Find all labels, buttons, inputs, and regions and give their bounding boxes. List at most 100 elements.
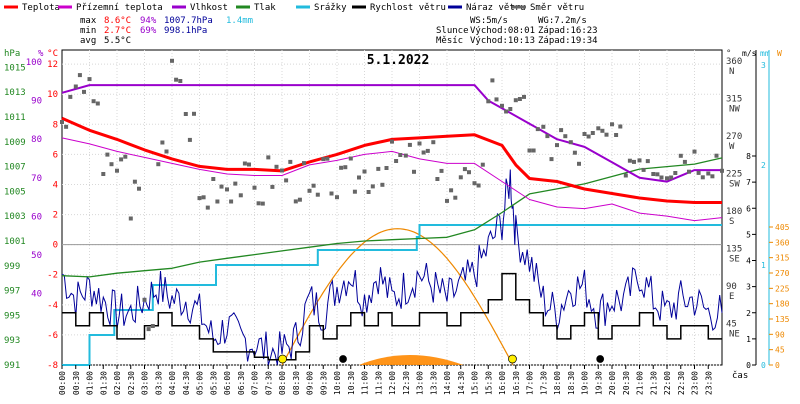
axis-x-tick: 03:30 [154, 371, 163, 395]
stats-min-label: min [80, 26, 96, 36]
wind-direction-point [335, 195, 339, 200]
axis-hpa-tick: 1005 [4, 187, 26, 197]
wind-direction-point [370, 184, 375, 189]
wind-direction-point [119, 157, 124, 162]
stats-max-label: max [80, 16, 97, 26]
axis-ms-tick: 7 [746, 178, 751, 187]
axis-x-tick: 00:30 [72, 371, 81, 395]
axis-pct-tick: 100 [26, 58, 42, 68]
wind-direction-point [403, 153, 408, 158]
wind-direction-point [710, 174, 715, 179]
axis-dir-label: N [729, 67, 734, 77]
axis-pct-unit: % [38, 49, 44, 59]
axis-dir-tick: 270 [726, 132, 742, 142]
series-precipitation [62, 224, 722, 366]
axis-hpa-tick: 999 [4, 262, 20, 272]
wind-direction-point [545, 134, 550, 139]
wind-direction-point [627, 158, 632, 163]
wind-direction-point [123, 154, 128, 159]
wind-direction-point [229, 199, 234, 204]
axis-x-tick: 07:00 [251, 371, 260, 395]
series-layer [60, 58, 724, 366]
event-moonrise [339, 355, 347, 363]
legend-label: Přízemní teplota [76, 3, 163, 13]
axis-temp-tick: 8 [53, 120, 58, 130]
wind-direction-point [678, 153, 683, 158]
stats-press-max: 1007.7hPa [164, 16, 213, 26]
wind-direction-point [687, 169, 691, 174]
axis-dir-label: NW [729, 105, 740, 115]
wind-direction-point [596, 126, 601, 131]
stats-hum-min: 69% [140, 26, 157, 36]
axis-hpa-tick: 991 [4, 361, 20, 371]
wind-direction-point [490, 78, 495, 83]
wind-direction-point [288, 159, 293, 164]
axis-dir-tick: 180 [726, 207, 742, 217]
axis-x-tick: 18:00 [553, 371, 562, 395]
axis-x-tick: 16:00 [498, 371, 507, 395]
wind-direction-point [513, 98, 518, 103]
stats-press-min: 998.1hPa [164, 26, 207, 36]
axis-x-tick: 06:00 [223, 371, 232, 395]
axis-w-tick: 270 [775, 269, 790, 278]
axis-x-tick: 05:00 [196, 371, 205, 395]
axis-ms-tick: 1 [746, 335, 751, 344]
axis-ms-tick: 2 [746, 309, 751, 318]
wind-direction-point [302, 161, 306, 166]
axis-w-tick: 360 [775, 238, 790, 247]
header: 5.1.2022 max min avg 8.6°C 2.7°C 5.5°C 9… [80, 16, 598, 68]
wind-direction-point [164, 149, 169, 154]
wind-direction-point [604, 132, 609, 137]
axis-mm-tick: 0 [761, 361, 766, 370]
wind-direction-point [568, 140, 573, 145]
wind-direction-point [462, 167, 467, 172]
wind-direction-point [366, 190, 371, 194]
wind-direction-point [146, 327, 151, 332]
astro-sun-set: Západ:16:23 [538, 26, 598, 36]
wind-direction-point [421, 150, 426, 155]
axis-temp-tick: 2 [53, 211, 58, 221]
event-sunset [508, 354, 517, 364]
wind-direction-point [412, 169, 416, 174]
astro-ws: WS:5m/s [470, 16, 508, 26]
axis-x-tick: 10:30 [347, 371, 356, 395]
axis-x-tick: 22:00 [663, 371, 672, 395]
wind-direction-point [582, 132, 587, 136]
axis-x-tick: 23:30 [704, 371, 713, 395]
wind-direction-point [192, 111, 196, 116]
axis-hpa-tick: 1009 [4, 138, 26, 148]
axis-temp-unit: °C [47, 49, 58, 59]
wind-direction-point [549, 157, 554, 162]
wind-direction-point [508, 107, 513, 111]
wind-direction-point [453, 195, 458, 200]
wind-direction-point [77, 73, 82, 78]
axis-dir-tick: 225 [726, 170, 742, 180]
astro-sun-label: Slunce [436, 26, 469, 36]
wind-direction-point [357, 175, 361, 180]
axis-mm-tick: 3 [761, 61, 766, 70]
axis-hpa-tick: 993 [4, 336, 20, 346]
series-temperature [61, 116, 722, 204]
wind-direction-point [325, 156, 330, 161]
wind-direction-point [82, 89, 86, 94]
wind-direction-point [458, 175, 463, 180]
axis-dir-unit: ° [726, 49, 731, 59]
axis-x-tick: 19:30 [594, 371, 603, 395]
wind-direction-point [618, 124, 623, 129]
wind-direction-point [431, 140, 436, 145]
axis-x-tick: 20:00 [608, 371, 617, 395]
axis-temp-tick: -8 [47, 361, 58, 371]
axis-dir-tick: 360 [726, 57, 742, 67]
axis-x-tick: 11:00 [361, 371, 370, 395]
axis-x-tick: 17:30 [539, 371, 548, 395]
axis-x-tick: 04:30 [182, 371, 191, 395]
axis-w-unit: W [777, 49, 782, 58]
wind-direction-point [238, 193, 243, 198]
wind-direction-point [293, 199, 298, 204]
wind-direction-point [486, 99, 491, 104]
wind-direction-point [156, 162, 161, 167]
axis-hpa-tick: 995 [4, 311, 20, 321]
wind-direction-point [472, 181, 477, 186]
axis-w-tick: 90 [775, 330, 785, 339]
